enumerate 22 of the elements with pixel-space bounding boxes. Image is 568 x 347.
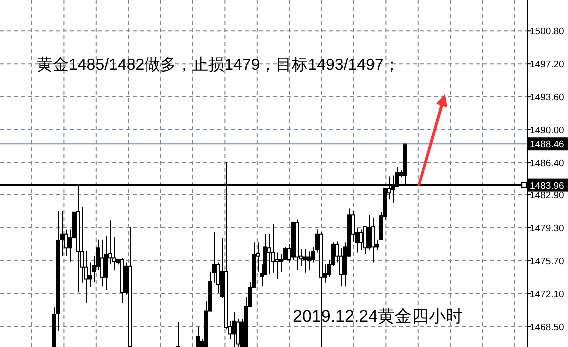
ytick: 1468.50 (530, 322, 564, 334)
ytick: 1497.20 (530, 60, 564, 71)
candlestick (232, 312, 236, 347)
candlestick (372, 217, 376, 264)
annotation: 黄金1485/1482做多，止损1479，目标1493/1497； (37, 57, 400, 74)
ytick: 1493.60 (530, 92, 564, 104)
candlestick (276, 252, 280, 280)
candlestick (304, 248, 308, 274)
ytick: 1475.70 (530, 256, 564, 268)
ref-label: 1488.46 (530, 140, 564, 151)
ytick: 1490.00 (530, 126, 564, 136)
ref-label: 1483.96 (530, 180, 564, 192)
candlestick (196, 326, 200, 347)
candlestick (308, 251, 312, 271)
candlestick (100, 239, 104, 288)
candlestick (360, 229, 364, 250)
candlestick (176, 322, 180, 347)
ytick: 1482.90 (530, 190, 564, 202)
ytick: 1500.80 (530, 26, 564, 38)
ytick: 1472.10 (530, 289, 564, 300)
ytick: 1479.30 (530, 223, 564, 234)
ytick: 1486.40 (530, 158, 564, 170)
